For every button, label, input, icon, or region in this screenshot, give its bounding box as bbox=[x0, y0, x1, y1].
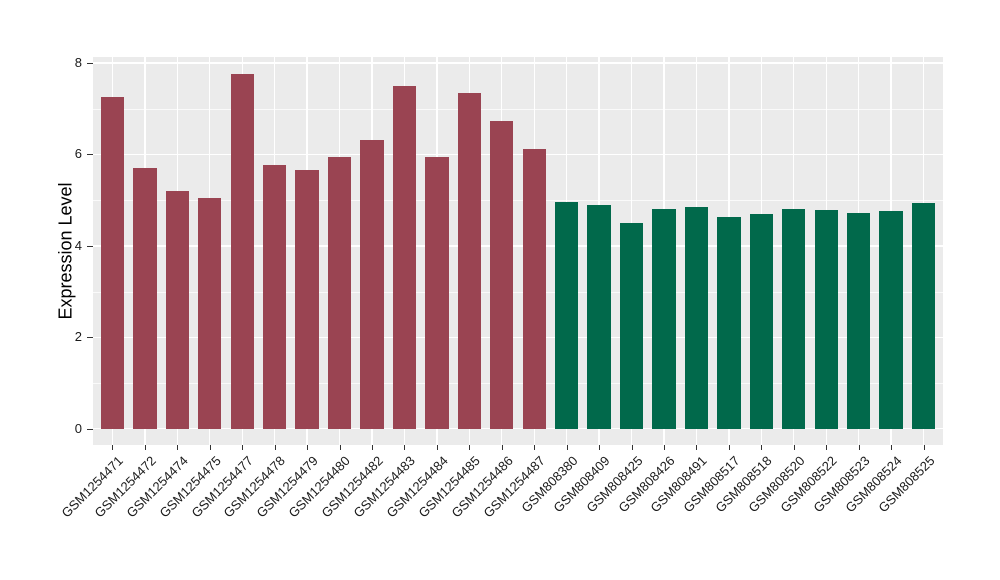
y-tick-mark bbox=[87, 154, 93, 156]
x-tick-mark bbox=[274, 445, 276, 450]
major-gridline bbox=[93, 336, 943, 339]
bar bbox=[911, 203, 936, 429]
bar bbox=[847, 212, 871, 429]
x-tick-mark bbox=[242, 445, 244, 450]
bar bbox=[684, 207, 709, 429]
bar bbox=[457, 93, 481, 429]
bar bbox=[619, 223, 644, 429]
bar bbox=[263, 165, 287, 429]
x-tick-mark bbox=[469, 445, 471, 450]
x-tick-mark bbox=[566, 445, 568, 450]
x-tick-mark bbox=[599, 445, 601, 450]
bar bbox=[522, 149, 546, 429]
y-tick-mark bbox=[87, 63, 93, 65]
bar bbox=[490, 120, 514, 429]
y-tick-label: 6 bbox=[74, 146, 82, 162]
bar bbox=[133, 168, 157, 429]
x-tick-mark bbox=[534, 445, 536, 450]
major-gridline bbox=[93, 245, 943, 247]
bar bbox=[230, 73, 254, 429]
bar bbox=[392, 85, 417, 429]
x-tick-mark bbox=[663, 445, 665, 450]
bar bbox=[879, 210, 903, 429]
bar bbox=[587, 205, 611, 429]
y-tick-label: 4 bbox=[74, 237, 82, 253]
bar bbox=[652, 209, 676, 429]
x-tick-mark bbox=[501, 445, 503, 450]
bar bbox=[782, 209, 806, 429]
x-tick-mark bbox=[436, 445, 438, 450]
minor-gridline bbox=[93, 382, 943, 384]
x-tick-mark bbox=[307, 445, 309, 450]
bar bbox=[425, 157, 449, 429]
x-tick-mark bbox=[761, 445, 763, 450]
bar bbox=[198, 197, 222, 429]
bar bbox=[749, 213, 773, 429]
bar bbox=[327, 157, 352, 429]
y-tick-label: 0 bbox=[74, 420, 82, 436]
y-tick-mark bbox=[87, 428, 93, 430]
x-tick-mark bbox=[826, 445, 828, 450]
x-tick-mark bbox=[112, 445, 114, 450]
x-tick-mark bbox=[891, 445, 893, 450]
bar bbox=[295, 169, 319, 429]
bar bbox=[100, 97, 125, 429]
bar bbox=[717, 217, 741, 429]
bar bbox=[555, 201, 579, 429]
bar bbox=[814, 210, 838, 429]
x-tick-mark bbox=[696, 445, 698, 450]
plot-panel bbox=[93, 57, 943, 445]
minor-gridline bbox=[93, 200, 943, 202]
x-tick-mark bbox=[339, 445, 341, 450]
x-tick-mark bbox=[793, 445, 795, 450]
bar bbox=[165, 191, 189, 429]
x-tick-mark bbox=[177, 445, 179, 450]
y-tick-mark bbox=[87, 245, 93, 247]
x-tick-mark bbox=[209, 445, 211, 450]
x-tick-mark bbox=[728, 445, 730, 450]
x-tick-mark bbox=[144, 445, 146, 450]
minor-gridline bbox=[93, 291, 943, 293]
x-tick-mark bbox=[372, 445, 373, 450]
major-gridline bbox=[93, 62, 943, 64]
x-tick-mark bbox=[858, 445, 860, 450]
minor-gridline bbox=[93, 108, 943, 110]
y-tick-label: 8 bbox=[74, 55, 82, 71]
x-tick-mark bbox=[404, 445, 406, 450]
bar bbox=[360, 139, 384, 429]
x-tick-mark bbox=[923, 445, 925, 450]
y-tick-mark bbox=[87, 337, 93, 339]
y-tick-label: 2 bbox=[74, 329, 82, 345]
major-gridline bbox=[93, 153, 943, 156]
x-tick-mark bbox=[631, 445, 633, 450]
major-gridline bbox=[93, 427, 943, 430]
